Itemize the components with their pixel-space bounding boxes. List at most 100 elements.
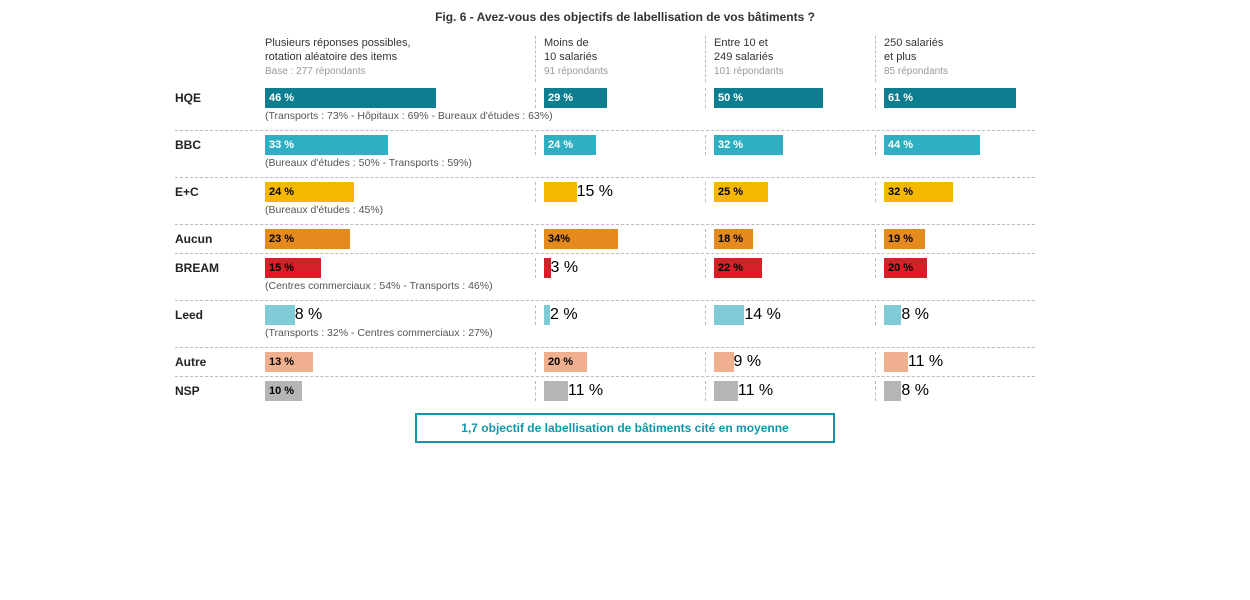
bar-main-ec-label: 24 % [265, 186, 298, 198]
sub-bar-cell-autre-1: 9 % [705, 352, 865, 372]
main-bar-cell-autre: 13 % [265, 352, 525, 372]
bar-sub-bream-0 [544, 258, 551, 278]
sub-bar-cell-hqe-1: 50 % [705, 88, 865, 108]
row-label-nsp: NSP [175, 381, 255, 401]
bar-sub-nsp-2 [884, 381, 901, 401]
bar-sub-bbc-0-label: 24 % [544, 139, 577, 151]
sub-bar-cell-ec-1: 25 % [705, 182, 865, 202]
main-bar-cell-aucun: 23 % [265, 229, 525, 249]
sub-bar-cell-nsp-2: 8 % [875, 381, 1035, 401]
row-note-leed: (Transports : 32% - Centres commerciaux … [265, 325, 1035, 343]
bar-sub-leed-1 [714, 305, 744, 325]
sub-bar-cell-nsp-0: 11 % [535, 381, 695, 401]
row-label-ec: E+C [175, 182, 255, 202]
sub-bar-cell-bream-1: 22 % [705, 258, 865, 278]
sub-bar-cell-autre-2: 11 % [875, 352, 1035, 372]
chart-grid: Plusieurs réponses possibles, rotation a… [175, 36, 1075, 401]
bar-sub-bbc-0: 24 % [544, 135, 596, 155]
chart-title: Fig. 6 - Avez-vous des objectifs de labe… [175, 10, 1075, 24]
bar-sub-ec-0-label: 15 % [577, 183, 613, 201]
bar-sub-leed-0-label: 2 % [550, 306, 578, 324]
bar-sub-leed-1-label: 14 % [744, 306, 780, 324]
row-divider [175, 224, 1035, 225]
row-divider [175, 376, 1035, 377]
bar-sub-hqe-2: 61 % [884, 88, 1016, 108]
main-column-header: Plusieurs réponses possibles, rotation a… [265, 36, 525, 82]
row-label-leed: Leed [175, 305, 255, 325]
bar-main-leed-label: 8 % [295, 306, 323, 324]
bar-sub-aucun-1-label: 18 % [714, 233, 747, 245]
row-note-bream: (Centres commerciaux : 54% - Transports … [265, 278, 1035, 296]
summary-box: 1,7 objectif de labellisation de bâtimen… [415, 413, 835, 443]
sub-bar-cell-aucun-1: 18 % [705, 229, 865, 249]
bar-main-bream-label: 15 % [265, 262, 298, 274]
sub-bar-cell-bream-2: 20 % [875, 258, 1035, 278]
row-note-hqe: (Transports : 73% - Hôpitaux : 69% - Bur… [265, 108, 1035, 126]
bar-main-bbc: 33 % [265, 135, 388, 155]
bar-sub-nsp-0-label: 11 % [568, 382, 603, 400]
bar-sub-bbc-2-label: 44 % [884, 139, 917, 151]
bar-sub-leed-0 [544, 305, 550, 325]
sub-bar-cell-hqe-0: 29 % [535, 88, 695, 108]
bar-sub-bbc-2: 44 % [884, 135, 980, 155]
row-label-autre: Autre [175, 352, 255, 372]
sub-bar-cell-nsp-1: 11 % [705, 381, 865, 401]
bar-sub-bbc-1-label: 32 % [714, 139, 747, 151]
main-bar-cell-bbc: 33 % [265, 135, 525, 155]
bar-main-ec: 24 % [265, 182, 354, 202]
row-label-aucun: Aucun [175, 229, 255, 249]
row-label-bbc: BBC [175, 135, 255, 155]
main-bar-cell-hqe: 46 % [265, 88, 525, 108]
bar-sub-hqe-1-label: 50 % [714, 92, 747, 104]
bar-sub-autre-2 [884, 352, 908, 372]
bar-sub-autre-0: 20 % [544, 352, 587, 372]
bar-sub-autre-1 [714, 352, 734, 372]
sub-bar-cell-bbc-0: 24 % [535, 135, 695, 155]
sub-bar-cell-leed-1: 14 % [705, 305, 865, 325]
main-bar-cell-ec: 24 % [265, 182, 525, 202]
row-divider [175, 177, 1035, 178]
sub-bar-cell-aucun-0: 34% [535, 229, 695, 249]
sub-bar-cell-ec-0: 15 % [535, 182, 695, 202]
bar-sub-bream-1: 22 % [714, 258, 762, 278]
row-label-hqe: HQE [175, 88, 255, 108]
bar-sub-aucun-2-label: 19 % [884, 233, 917, 245]
bar-sub-nsp-1-label: 11 % [738, 382, 773, 400]
bar-sub-leed-2 [884, 305, 901, 325]
bar-sub-bream-2-label: 20 % [884, 262, 917, 274]
bar-main-bbc-label: 33 % [265, 139, 298, 151]
sub-column-header-0: Moins de 10 salariés 91 répondants [535, 36, 695, 82]
bar-main-hqe-label: 46 % [265, 92, 298, 104]
main-bar-cell-leed: 8 % [265, 305, 525, 325]
bar-sub-aucun-0-label: 34% [544, 233, 574, 245]
bar-sub-autre-0-label: 20 % [544, 356, 577, 368]
row-divider [175, 347, 1035, 348]
bar-sub-hqe-0-label: 29 % [544, 92, 577, 104]
bar-sub-nsp-2-label: 8 % [901, 382, 929, 400]
main-bar-cell-bream: 15 % [265, 258, 525, 278]
bar-sub-hqe-0: 29 % [544, 88, 607, 108]
bar-sub-ec-1-label: 25 % [714, 186, 747, 198]
bar-main-hqe: 46 % [265, 88, 436, 108]
bar-sub-nsp-0 [544, 381, 568, 401]
bar-main-nsp-label: 10 % [265, 385, 298, 397]
bar-main-leed [265, 305, 295, 325]
main-bar-cell-nsp: 10 % [265, 381, 525, 401]
bar-sub-ec-1: 25 % [714, 182, 768, 202]
sub-bar-cell-bbc-1: 32 % [705, 135, 865, 155]
bar-sub-aucun-2: 19 % [884, 229, 925, 249]
bar-main-autre-label: 13 % [265, 356, 298, 368]
bar-main-aucun-label: 23 % [265, 233, 298, 245]
bar-sub-ec-2-label: 32 % [884, 186, 917, 198]
bar-sub-hqe-1: 50 % [714, 88, 823, 108]
bar-sub-autre-1-label: 9 % [734, 353, 762, 371]
sub-bar-cell-hqe-2: 61 % [875, 88, 1035, 108]
row-note-bbc: (Bureaux d'études : 50% - Transports : 5… [265, 155, 1035, 173]
bar-sub-bream-2: 20 % [884, 258, 927, 278]
sub-bar-cell-bbc-2: 44 % [875, 135, 1035, 155]
bar-main-nsp: 10 % [265, 381, 302, 401]
sub-bar-cell-ec-2: 32 % [875, 182, 1035, 202]
bar-sub-autre-2-label: 11 % [908, 353, 943, 371]
sub-bar-cell-aucun-2: 19 % [875, 229, 1035, 249]
bar-sub-aucun-1: 18 % [714, 229, 753, 249]
